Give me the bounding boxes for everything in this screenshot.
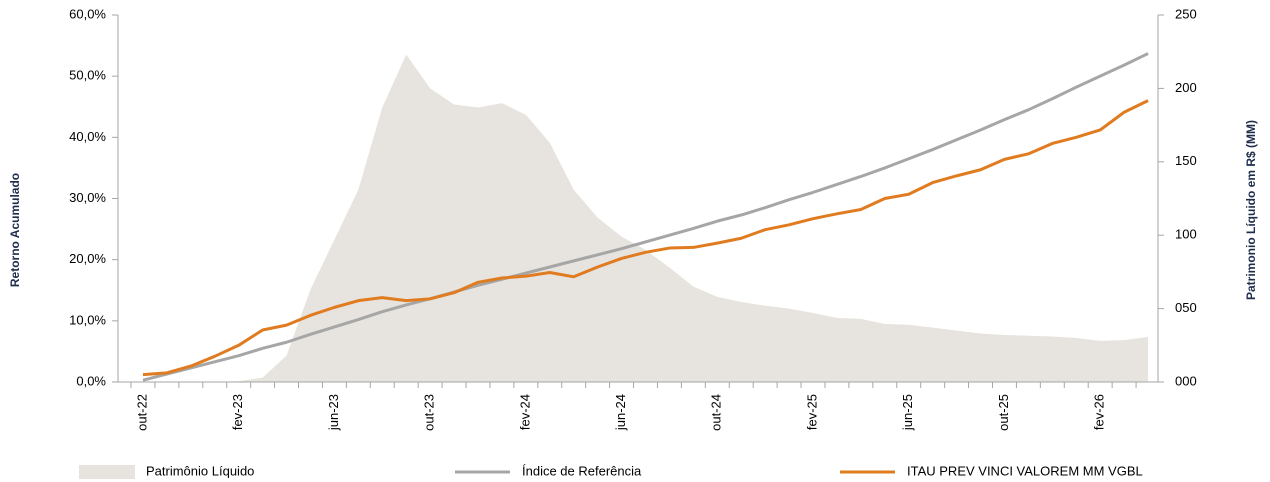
x-tick-label: fev-26 — [1092, 394, 1107, 430]
y2-tick-label: 150 — [1175, 153, 1197, 168]
y2-tick-label: 100 — [1175, 227, 1197, 242]
y2-tick-label: 250 — [1175, 6, 1197, 21]
y-tick-label: 10,0% — [69, 312, 106, 327]
legend-label: Índice de Referência — [522, 463, 642, 478]
x-tick-label: out-25 — [996, 394, 1011, 431]
y-tick-label: 60,0% — [69, 6, 106, 21]
legend-label: Patrimônio Líquido — [146, 463, 254, 478]
x-tick-label: jun-23 — [326, 394, 341, 431]
y-axis-title: Retorno Acumulado — [8, 173, 22, 287]
x-tick-label: fev-24 — [517, 394, 532, 430]
line — [142, 52, 1149, 382]
x-tick-label: out-23 — [422, 394, 437, 431]
y-tick-label: 40,0% — [69, 129, 106, 144]
y2-tick-label: 200 — [1175, 80, 1197, 95]
area — [142, 54, 1149, 383]
y-tick-label: 20,0% — [69, 251, 106, 266]
y2-tick-label: 050 — [1175, 300, 1197, 315]
y-tick-label: 50,0% — [69, 68, 106, 83]
x-tick-label: jun-25 — [900, 394, 915, 431]
x-tick-label: out-24 — [709, 394, 724, 431]
x-tick-label: fev-25 — [804, 394, 819, 430]
y-tick-label: 0,0% — [76, 373, 106, 388]
legend-swatch — [79, 465, 135, 479]
y2-axis-title: Patrimonio Líquido em R$ (MM) — [1244, 120, 1258, 300]
x-tick-label: fev-23 — [230, 394, 245, 430]
line — [142, 99, 1149, 377]
x-tick-label: out-22 — [134, 394, 149, 431]
x-tick-label: jun-24 — [613, 394, 628, 431]
y-tick-label: 30,0% — [69, 190, 106, 205]
legend-label: ITAU PREV VINCI VALOREM MM VGBL — [907, 463, 1143, 478]
y2-tick-label: 000 — [1175, 373, 1197, 388]
